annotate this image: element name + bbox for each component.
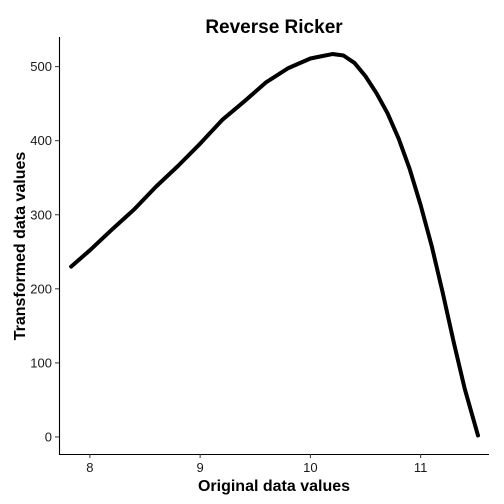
x-tick-label: 9 [197,460,204,475]
y-tick-label: 100 [30,355,52,370]
x-axis-ticks: 8 9 10 11 [86,454,427,475]
series-line [69,52,480,438]
chart-title: Reverse Ricker [205,17,343,38]
x-tick-label: 8 [86,460,93,475]
x-axis-title: Original data values [198,478,350,495]
y-tick-label: 400 [30,133,52,148]
y-tick-label: 0 [45,429,52,444]
y-axis-title: Transformed data values [12,152,29,341]
y-axis-ticks: 0 100 200 300 400 500 [30,59,59,444]
y-tick-label: 200 [30,281,52,296]
x-tick-label: 10 [303,460,317,475]
y-tick-label: 300 [30,207,52,222]
x-tick-label: 11 [414,460,428,475]
y-tick-label: 500 [30,59,52,74]
